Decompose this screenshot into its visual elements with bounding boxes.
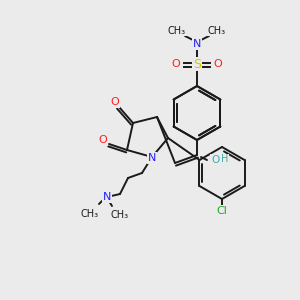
Text: CH₃: CH₃: [81, 209, 99, 219]
Text: N: N: [148, 153, 156, 163]
Text: CH₃: CH₃: [168, 26, 186, 36]
Text: O: O: [172, 59, 180, 69]
Text: CH₃: CH₃: [111, 210, 129, 220]
Text: N: N: [103, 192, 111, 202]
Text: S: S: [193, 58, 201, 70]
Text: Cl: Cl: [217, 206, 227, 216]
Text: O: O: [99, 135, 107, 145]
Text: O: O: [211, 155, 219, 165]
Text: H: H: [221, 154, 229, 164]
Text: O: O: [214, 59, 222, 69]
Text: N: N: [193, 39, 201, 49]
Text: O: O: [111, 97, 119, 107]
Text: CH₃: CH₃: [208, 26, 226, 36]
